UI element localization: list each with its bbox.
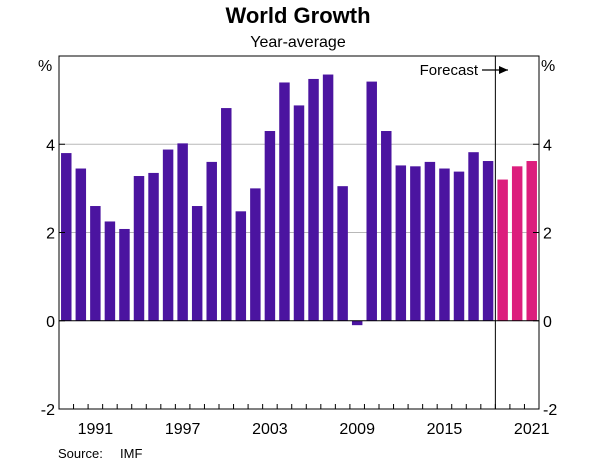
chart-subtitle: Year-average <box>250 34 346 51</box>
bar-1999 <box>206 161 217 321</box>
y-ticks-right: -2 0 2 4 <box>533 137 557 419</box>
bar-2003 <box>264 131 276 321</box>
bar-2021 <box>526 161 537 321</box>
x-tick-label: 1997 <box>165 421 201 438</box>
bar-2010 <box>366 81 377 321</box>
bar-2016 <box>453 171 465 321</box>
bar-2015 <box>439 168 450 321</box>
bar-1989 <box>61 153 72 321</box>
x-tick-label: 1991 <box>78 421 114 438</box>
bar-2013 <box>410 166 421 321</box>
y-tick-label-left: 4 <box>46 137 55 154</box>
bar-2018 <box>482 161 494 321</box>
bar-1991 <box>90 206 101 321</box>
bar-1994 <box>133 176 145 321</box>
y-tick-label-right: 0 <box>543 314 552 331</box>
bar-2011 <box>381 131 392 321</box>
bar-1993 <box>119 228 130 321</box>
bar-2005 <box>293 105 305 321</box>
bar-2019 <box>497 179 508 321</box>
bar-2008 <box>337 186 348 321</box>
bar-1998 <box>191 206 203 321</box>
x-tick-label: 2015 <box>427 421 463 438</box>
bar-2006 <box>308 78 319 321</box>
bar-1992 <box>104 221 116 321</box>
x-ticks: 1991 1997 2003 2009 2015 2021 <box>73 404 550 438</box>
bar-2007 <box>322 74 334 321</box>
y-axis-unit-left: % <box>38 58 52 75</box>
y-tick-label-right: -2 <box>543 402 557 419</box>
bar-1997 <box>177 143 188 321</box>
chart-title: World Growth <box>225 3 370 28</box>
y-tick-label-left: 2 <box>46 226 55 243</box>
bar-2002 <box>250 188 261 321</box>
y-axis-unit-right: % <box>541 58 555 75</box>
x-tick-label: 2009 <box>339 421 375 438</box>
bar-1996 <box>162 149 174 321</box>
y-tick-label-left: 0 <box>46 314 55 331</box>
source-label: Source: <box>58 446 103 461</box>
y-tick-label-right: 4 <box>543 137 552 154</box>
bars-group <box>61 74 537 326</box>
bar-2014 <box>424 161 436 321</box>
plot-frame <box>58 55 540 410</box>
bar-2012 <box>395 165 407 321</box>
bar-2017 <box>468 152 479 321</box>
y-tick-label-right: 2 <box>543 226 552 243</box>
x-tick-label: 2003 <box>252 421 288 438</box>
bar-2001 <box>235 211 247 321</box>
bar-1995 <box>148 172 159 321</box>
right-arrow-icon <box>482 66 508 74</box>
source-value: IMF <box>120 446 142 461</box>
bar-2020 <box>511 166 523 321</box>
forecast-annotation: Forecast <box>420 62 479 79</box>
bar-2009 <box>351 320 363 326</box>
y-tick-label-left: -2 <box>41 402 55 419</box>
x-tick-label: 2021 <box>514 421 550 438</box>
y-ticks-left: -2 0 2 4 <box>41 137 65 419</box>
bar-1990 <box>75 168 87 321</box>
bar-2000 <box>221 108 232 321</box>
bar-2004 <box>279 82 290 321</box>
